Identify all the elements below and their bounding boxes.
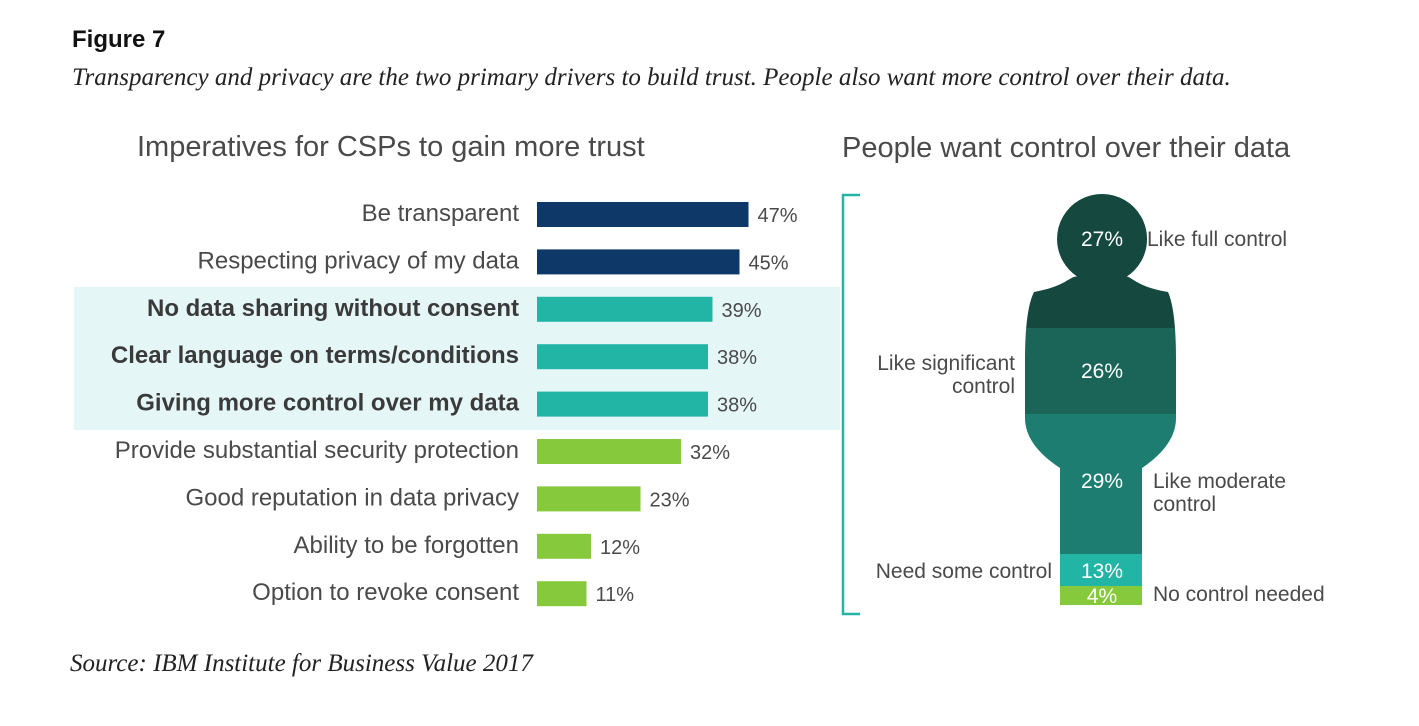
bar-chart-title: Imperatives for CSPs to gain more trust — [137, 131, 645, 163]
value-label: 29% — [1081, 470, 1123, 493]
value-label: 32% — [690, 442, 730, 464]
value-label: 38% — [717, 347, 757, 369]
bracket — [841, 193, 860, 616]
bar-2 — [537, 249, 740, 275]
segment-5 — [1025, 586, 1176, 605]
value-label: 13% — [1081, 560, 1123, 583]
category-label: Be transparent — [362, 200, 520, 227]
bar-1 — [537, 202, 749, 227]
category-label: Giving more control over my data — [136, 390, 519, 417]
pictogram-labels: 27% 26% 29% 13%4% Like full control Like sign… — [876, 228, 1325, 608]
category-label: No data sharing without consent — [147, 295, 519, 322]
value-label: 12% — [600, 537, 640, 559]
category-label: Option to revoke consent — [252, 579, 519, 606]
value-label: 23% — [650, 489, 690, 511]
value-label: 45% — [749, 252, 789, 274]
value-label: 4% — [1087, 585, 1117, 608]
bar-3 — [537, 296, 713, 322]
figure-label: Figure 7 — [72, 26, 166, 53]
segment-label: control — [952, 375, 1015, 398]
figure-caption: Transparency and privacy are the two pri… — [72, 64, 1231, 91]
segment-1 — [1025, 194, 1176, 328]
segment-label: Like full control — [1147, 228, 1287, 251]
category-label: Ability to be forgotten — [294, 532, 519, 559]
source-note: Source: IBM Institute for Business Value… — [70, 650, 533, 677]
category-label: Respecting privacy of my data — [198, 247, 520, 274]
bar-6 — [537, 439, 681, 464]
bar-chart: Be transparent 47% Respecting privacy of m… — [111, 200, 798, 607]
bar-9 — [537, 581, 587, 607]
value-label: 47% — [758, 205, 798, 227]
segment-2 — [1025, 328, 1176, 414]
bar-8 — [537, 533, 591, 559]
bar-7 — [537, 486, 641, 512]
value-label: 38% — [717, 395, 757, 417]
segment-label: Need some control — [876, 560, 1052, 583]
segment-label: Like moderate — [1153, 470, 1286, 493]
value-label: 27% — [1081, 228, 1123, 251]
pictogram-title: People want control over their data — [842, 132, 1291, 164]
segment-label: control — [1153, 493, 1216, 516]
value-label: 39% — [722, 300, 762, 322]
value-label: 11% — [596, 584, 635, 606]
segment-label: Like significant — [877, 352, 1015, 375]
category-label: Clear language on terms/conditions — [111, 342, 519, 369]
bar-5 — [537, 391, 708, 417]
value-label: 26% — [1081, 360, 1123, 383]
person-pictogram — [1025, 194, 1176, 605]
bar-4 — [537, 344, 708, 370]
segment-label: No control needed — [1153, 583, 1325, 606]
category-label: Good reputation in data privacy — [185, 484, 519, 511]
category-label: Provide substantial security protection — [115, 437, 519, 464]
